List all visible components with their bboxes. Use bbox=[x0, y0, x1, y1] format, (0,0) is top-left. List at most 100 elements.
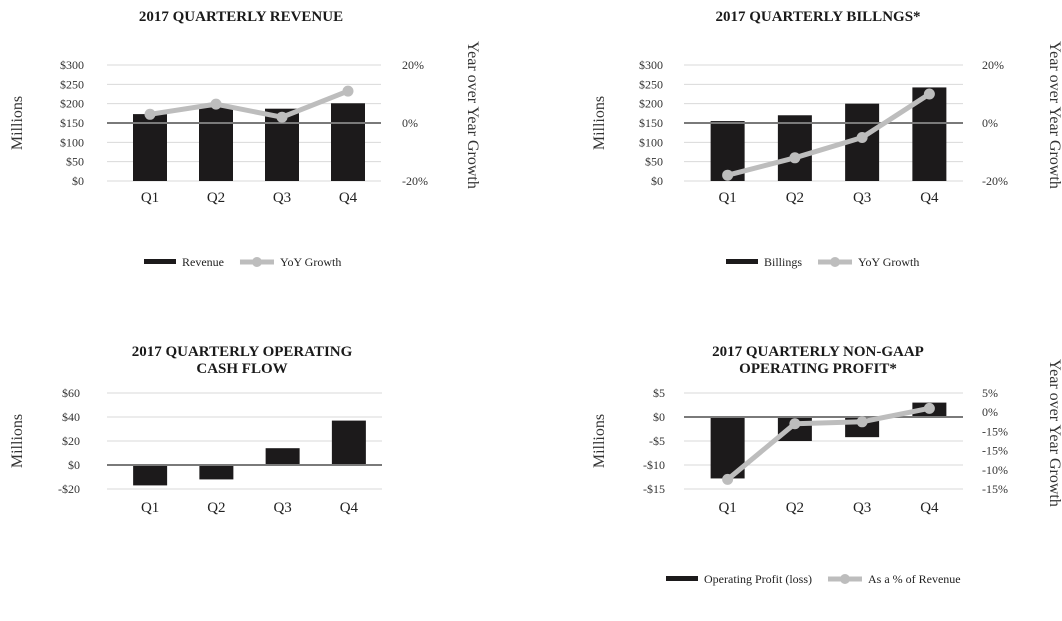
y-tick-label: $0 bbox=[653, 410, 665, 424]
y2-tick-label: -15% bbox=[982, 424, 1008, 438]
legend-swatch-bars bbox=[666, 576, 698, 581]
x-tick-label: Q2 bbox=[786, 500, 804, 516]
y-tick-label: $0 bbox=[68, 458, 80, 472]
bar-q2 bbox=[199, 465, 234, 480]
y2-tick-label: -20% bbox=[982, 174, 1008, 188]
growth-line bbox=[149, 88, 349, 120]
bar-q4 bbox=[331, 103, 365, 181]
x-tick-label: Q1 bbox=[141, 190, 159, 206]
y2-axis-label: Year over Year Growth bbox=[464, 41, 481, 189]
legend-swatch-bars bbox=[144, 259, 176, 264]
y2-axis-label: Year over Year Growth bbox=[1046, 41, 1062, 189]
growth-point-q3 bbox=[856, 132, 868, 143]
y2-tick-label: -10% bbox=[982, 463, 1008, 477]
legend-label-line: YoY Growth bbox=[280, 255, 341, 269]
y2-tick-label: 0% bbox=[982, 405, 998, 419]
bar-q1 bbox=[133, 114, 167, 181]
y-tick-label: -$5 bbox=[649, 434, 665, 448]
y2-tick-label: 0% bbox=[982, 116, 998, 130]
growth-line bbox=[726, 91, 931, 178]
growth-point-q3 bbox=[856, 416, 868, 428]
legend: Revenue YoY Growth bbox=[144, 255, 341, 269]
x-tick-label: Q4 bbox=[339, 190, 358, 206]
y2-tick-label: -15% bbox=[982, 482, 1008, 496]
legend-swatch-bars bbox=[726, 259, 758, 264]
legend-label-line: As a % of Revenue bbox=[868, 572, 961, 586]
bar-q2 bbox=[199, 107, 233, 181]
y-axis-label: Millions bbox=[9, 96, 26, 150]
growth-point-q3 bbox=[276, 111, 288, 123]
x-tick-label: Q3 bbox=[273, 500, 291, 516]
x-tick-label: Q3 bbox=[853, 190, 871, 206]
legend-marker-line bbox=[839, 574, 850, 584]
growth-point-q4 bbox=[342, 85, 354, 97]
legend-marker-line bbox=[251, 257, 262, 267]
x-tick-label: Q3 bbox=[273, 190, 291, 206]
y-tick-label: $50 bbox=[66, 155, 84, 169]
growth-point-q1 bbox=[722, 473, 734, 485]
y2-tick-label: -20% bbox=[402, 174, 428, 188]
growth-point-q2 bbox=[210, 98, 222, 110]
y-tick-label: -$20 bbox=[58, 482, 80, 496]
y-tick-label: $300 bbox=[60, 58, 84, 72]
y-tick-label: $150 bbox=[60, 116, 84, 130]
x-tick-label: Q4 bbox=[340, 500, 359, 516]
x-tick-label: Q2 bbox=[207, 190, 225, 206]
y-tick-label: $20 bbox=[62, 434, 80, 448]
x-tick-label: Q1 bbox=[718, 190, 736, 206]
x-tick-label: Q1 bbox=[141, 500, 159, 516]
y-tick-label: -$10 bbox=[643, 458, 665, 472]
y-tick-label: $200 bbox=[639, 97, 663, 111]
bar-q1 bbox=[133, 465, 168, 486]
y-axis-label: Millions bbox=[591, 414, 608, 468]
x-tick-label: Q1 bbox=[718, 500, 736, 516]
legend-label-bars: Billings bbox=[764, 255, 802, 269]
legend-label-bars: Revenue bbox=[182, 255, 224, 269]
chart-title-line: CASH FLOW bbox=[196, 361, 287, 377]
y2-tick-label: 5% bbox=[982, 386, 998, 400]
bar-q4 bbox=[331, 420, 366, 465]
y-tick-label: $0 bbox=[72, 174, 84, 188]
y2-tick-label: 20% bbox=[982, 58, 1004, 72]
chart-title-line: 2017 QUARTERLY NON-GAAP bbox=[712, 344, 924, 360]
y2-axis-label: Year over Year Growth bbox=[1046, 359, 1062, 507]
legend-label-bars: Operating Profit (loss) bbox=[704, 572, 812, 586]
y-tick-label: $150 bbox=[639, 116, 663, 130]
growth-point-q4 bbox=[923, 88, 935, 100]
y2-tick-label: 20% bbox=[402, 58, 424, 72]
growth-point-q2 bbox=[789, 418, 801, 430]
y-axis-label: Millions bbox=[9, 414, 26, 468]
y-tick-label: $250 bbox=[639, 77, 663, 91]
bar-q2 bbox=[777, 115, 812, 181]
legend-marker-line bbox=[830, 257, 841, 267]
growth-line bbox=[726, 405, 930, 482]
y-tick-label: $100 bbox=[639, 135, 663, 149]
y-tick-label: $300 bbox=[639, 58, 663, 72]
bar-q3 bbox=[265, 448, 300, 465]
y-tick-label: $200 bbox=[60, 97, 84, 111]
legend: Billings YoY Growth bbox=[726, 255, 919, 269]
y-tick-label: $0 bbox=[651, 174, 663, 188]
chart-panel-2: 2017 QUARTERLY BILLNGS* $0 $50 $100 $150 $200… bbox=[591, 9, 1062, 269]
growth-point-q4 bbox=[923, 402, 935, 414]
x-tick-label: Q4 bbox=[920, 190, 939, 206]
chart-title-line: OPERATING PROFIT* bbox=[739, 361, 897, 377]
legend-label-line: YoY Growth bbox=[858, 255, 919, 269]
y-tick-label: -$15 bbox=[643, 482, 665, 496]
y-axis-label: Millions bbox=[591, 96, 608, 150]
y-tick-label: $5 bbox=[653, 386, 665, 400]
x-tick-label: Q2 bbox=[207, 500, 225, 516]
y-tick-label: $250 bbox=[60, 77, 84, 91]
chart-title-line: 2017 QUARTERLY REVENUE bbox=[139, 9, 343, 25]
x-tick-label: Q4 bbox=[920, 500, 939, 516]
y2-tick-label: 0% bbox=[402, 116, 418, 130]
y2-tick-label: -15% bbox=[982, 444, 1008, 458]
y-tick-label: $50 bbox=[645, 155, 663, 169]
growth-point-q1 bbox=[144, 108, 156, 120]
growth-point-q1 bbox=[722, 169, 734, 181]
y-tick-label: $100 bbox=[60, 135, 84, 149]
growth-point-q2 bbox=[789, 152, 801, 164]
y-tick-label: $60 bbox=[62, 386, 80, 400]
